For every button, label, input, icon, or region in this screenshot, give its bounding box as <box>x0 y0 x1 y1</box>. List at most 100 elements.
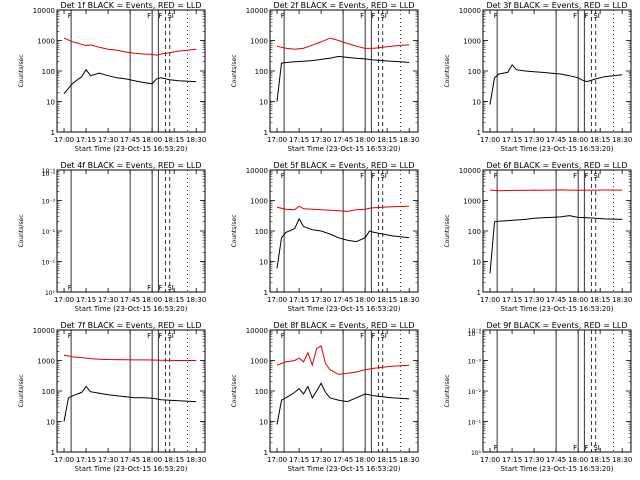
y-tick-label: 100 <box>42 68 55 76</box>
y-tick-label: 100 <box>255 228 268 236</box>
y-tick-label: 1 <box>264 289 268 297</box>
y-tick-label: 10000 <box>33 327 55 335</box>
flag-label: F <box>68 12 72 20</box>
x-tick-label: 17:00 <box>267 136 287 144</box>
y-tick-label: 10 <box>472 259 481 267</box>
flag-label: SI <box>593 444 600 452</box>
flag-label: SI <box>593 172 600 180</box>
x-tick-label: 18:30 <box>612 456 632 464</box>
flag-label: F <box>281 12 285 20</box>
x-tick-label: 17:45 <box>333 136 353 144</box>
x-tick-label: 17:00 <box>480 456 500 464</box>
y-tick-label: 10000 <box>246 167 268 175</box>
y-tick-label: 10 <box>259 99 268 107</box>
flag-label: F <box>159 12 163 20</box>
x-tick-label: 17:15 <box>289 296 309 304</box>
y-tick-label: 10⁻³ <box>42 199 56 206</box>
x-tick-label: 18:00 <box>568 456 588 464</box>
y-tick-label: 1000 <box>37 38 55 46</box>
x-tick-label: 17:15 <box>76 456 96 464</box>
lld-series-line <box>63 354 197 361</box>
y-tick-label: 100 <box>42 388 55 396</box>
x-tick-label: 18:15 <box>377 136 397 144</box>
panel-title: Det 8f BLACK = Events, RED = LLD <box>273 321 414 330</box>
flag-label: F <box>147 332 151 340</box>
y-tick-label: 1000 <box>250 38 268 46</box>
y-tick-label: 1000 <box>37 358 55 366</box>
flag-label: SI <box>380 172 387 180</box>
y-axis-label: Counts/sec <box>231 374 238 407</box>
y-tick-label: 1000 <box>463 38 481 46</box>
y-tick-label: 1 <box>51 449 55 457</box>
y-tick-label: 10 <box>259 259 268 267</box>
flag-label: F <box>573 444 577 452</box>
x-tick-label: 18:00 <box>142 296 162 304</box>
lld-series-line <box>276 37 410 50</box>
y-axis-label: Counts/sec <box>18 54 25 87</box>
flag-label: F <box>585 12 589 20</box>
y-tick-label: 10⁻³ <box>468 359 482 366</box>
x-tick-label: 17:45 <box>546 456 566 464</box>
x-tick-label: 17:30 <box>524 296 544 304</box>
panel-7: Det 7f BLACK = Events, RED = LLD 1 10 100 10… <box>18 321 206 473</box>
y-tick-label: 10⁰ <box>471 450 482 457</box>
panel-title: Det 1f BLACK = Events, RED = LLD <box>60 1 201 10</box>
y-axis-label: Counts/sec <box>444 374 451 407</box>
panel-title: Det 2f BLACK = Events, RED = LLD <box>273 1 414 10</box>
x-tick-label: 17:30 <box>311 456 331 464</box>
panel-9: Det 9f BLACK = Events, RED = LLD 10⁰ 10⁻¹ 1… <box>444 321 632 473</box>
y-tick-label: 1000 <box>250 198 268 206</box>
x-tick-label: 17:45 <box>333 296 353 304</box>
flag-label: F <box>573 12 577 20</box>
x-tick-label: 18:15 <box>590 136 610 144</box>
flag-label: F <box>360 332 364 340</box>
flag-label: F <box>159 332 163 340</box>
y-tick-label: 10 <box>46 99 55 107</box>
y-tick-label: 10⁻⁴ <box>468 328 482 335</box>
events-series-line <box>276 382 410 425</box>
x-tick-label: 17:00 <box>480 136 500 144</box>
x-tick-label: 18:00 <box>568 296 588 304</box>
x-tick-label: 17:00 <box>267 296 287 304</box>
x-axis-label: Start Time (23-Oct-15 16:53:20) <box>288 305 401 313</box>
flag-label: SI <box>380 12 387 20</box>
events-series-line <box>489 63 623 105</box>
x-tick-label: 18:00 <box>142 456 162 464</box>
flag-label: SI <box>593 12 600 20</box>
panel-6: Det 6f BLACK = Events, RED = LLD 1 10 100 10… <box>444 161 632 313</box>
y-axis-label: Counts/sec <box>444 54 451 87</box>
panel-3: Det 3f BLACK = Events, RED = LLD 1 10 100 10… <box>444 1 632 153</box>
y-tick-label: 100 <box>468 228 481 236</box>
lld-series-line <box>489 189 623 192</box>
flag-label: F <box>68 284 72 292</box>
plot-frame <box>269 169 419 293</box>
y-tick-label: 1 <box>477 289 481 297</box>
x-tick-label: 18:15 <box>164 136 184 144</box>
x-tick-label: 17:30 <box>311 136 331 144</box>
y-tick-label: 10⁻² <box>42 229 56 236</box>
flag-label: F <box>585 172 589 180</box>
x-tick-label: 17:15 <box>289 456 309 464</box>
y-tick-label: 10000 <box>459 167 481 175</box>
y-tick-label: 10000 <box>246 7 268 15</box>
flag-label: F <box>159 284 163 292</box>
events-series-line <box>63 68 197 95</box>
y-tick-label: 10000 <box>459 7 481 15</box>
x-axis-label: Start Time (23-Oct-15 16:53:20) <box>75 145 188 153</box>
x-tick-label: 18:30 <box>186 296 206 304</box>
x-tick-label: 17:15 <box>76 136 96 144</box>
x-tick-label: 18:00 <box>355 296 375 304</box>
x-tick-label: 18:00 <box>355 456 375 464</box>
x-axis-label: Start Time (23-Oct-15 16:53:20) <box>75 465 188 473</box>
y-tick-label: 1000 <box>250 358 268 366</box>
panel-title: Det 9f BLACK = Events, RED = LLD <box>486 321 627 330</box>
flag-label: F <box>372 332 376 340</box>
x-tick-label: 17:30 <box>524 136 544 144</box>
flag-label: F <box>494 172 498 180</box>
x-tick-label: 17:00 <box>480 296 500 304</box>
plot-frame <box>56 9 206 133</box>
flag-label: F <box>494 12 498 20</box>
y-tick-label: 1 <box>264 449 268 457</box>
x-tick-label: 18:30 <box>399 296 419 304</box>
